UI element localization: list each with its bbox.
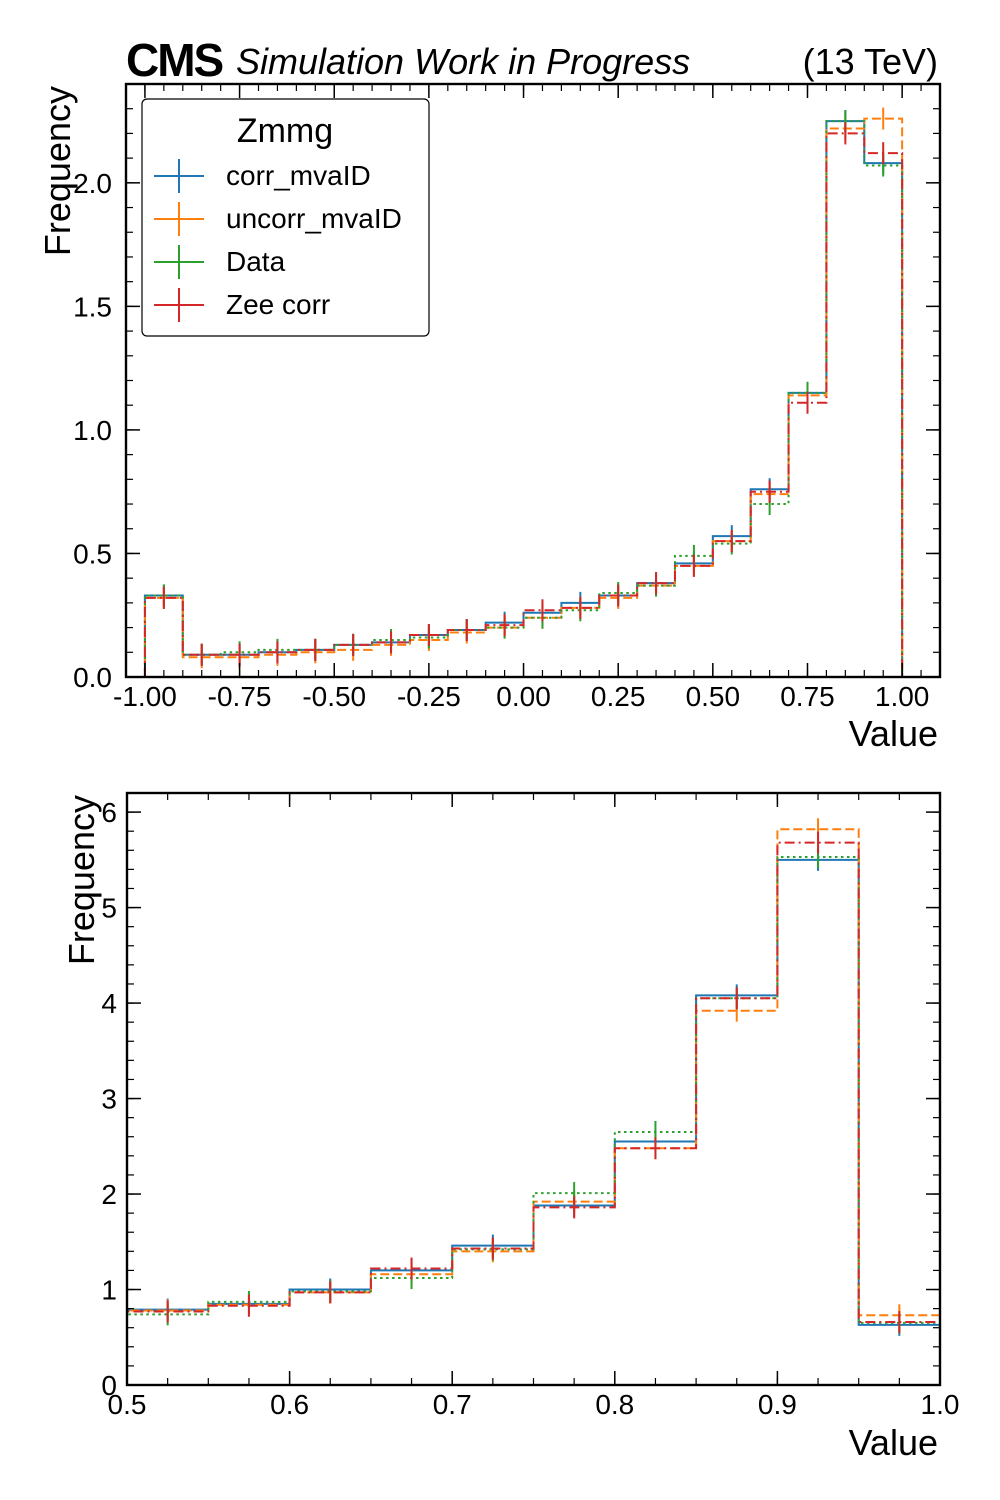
bottom-y-axis-label: Frequency <box>61 795 102 965</box>
legend-label-zee-corr: Zee corr <box>226 289 330 320</box>
bottom-histogram-panel: 0.5 0.6 0.7 0.8 0.9 1.0 0 1 2 3 4 5 6 Value Frequenc… <box>61 791 959 1463</box>
bottom-x-tick-label: 0.9 <box>758 1389 797 1420</box>
energy-label: (13 TeV) <box>803 41 938 82</box>
bottom-y-tick-label: 4 <box>101 988 117 1019</box>
bottom-x-tick-label: 0.6 <box>270 1389 309 1420</box>
bottom-y-tick-label: 1 <box>101 1275 117 1306</box>
top-histogram-panel: -1.00 -0.75 -0.50 -0.25 0.00 0.25 0.50 0.75 1.00… <box>37 82 942 754</box>
bottom-x-tick-label: 0.8 <box>595 1389 634 1420</box>
top-x-axis-label: Value <box>849 713 938 754</box>
top-x-tick-label: -1.00 <box>113 681 177 712</box>
top-x-tick-label: 0.50 <box>686 681 741 712</box>
legend-item-corr-mvaid: corr_mvaID <box>154 159 371 193</box>
top-plot-frame <box>124 82 942 679</box>
top-y-tick-label: 1.5 <box>73 291 112 322</box>
top-x-tick-label: 0.00 <box>496 681 551 712</box>
legend: Zmmg corr_mvaID uncorr_mvaID Data Zee co… <box>141 98 430 337</box>
top-y-axis-label: Frequency <box>37 86 78 256</box>
legend-box <box>141 98 430 337</box>
cms-label: CMS <box>126 34 223 86</box>
bottom-y-tick-label: 6 <box>101 797 117 828</box>
legend-label-corr-mvaid: corr_mvaID <box>226 160 371 191</box>
top-histogram-marks <box>143 107 904 677</box>
status-label: Simulation Work in Progress <box>236 41 690 82</box>
top-x-tick-label: -0.75 <box>208 681 272 712</box>
legend-label-uncorr-mvaid: uncorr_mvaID <box>226 203 402 234</box>
legend-label-data: Data <box>226 246 286 277</box>
bottom-axis-ticks: 0.5 0.6 0.7 0.8 0.9 1.0 0 1 2 3 4 5 6 <box>101 793 959 1420</box>
top-y-tick-label: 0.0 <box>73 662 112 693</box>
bottom-y-tick-label: 5 <box>101 893 117 924</box>
bottom-x-tick-label: 1.0 <box>921 1389 960 1420</box>
bottom-x-tick-label: 0.5 <box>108 1389 147 1420</box>
top-x-tick-label: 1.00 <box>875 681 930 712</box>
top-x-tick-label: 0.75 <box>780 681 835 712</box>
bottom-y-tick-label: 3 <box>101 1084 117 1115</box>
bottom-x-axis-label: Value <box>849 1422 938 1463</box>
bottom-y-tick-label: 0 <box>101 1370 117 1401</box>
bottom-x-tick-label: 0.7 <box>433 1389 472 1420</box>
top-x-tick-label: -0.25 <box>397 681 461 712</box>
bottom-y-tick-label: 2 <box>101 1179 117 1210</box>
top-y-tick-label: 1.0 <box>73 415 112 446</box>
top-y-tick-label: 2.0 <box>73 168 112 199</box>
legend-item-zee-corr: Zee corr <box>154 288 330 322</box>
top-x-tick-label: -0.50 <box>302 681 366 712</box>
legend-title: Zmmg <box>237 112 333 150</box>
bottom-histogram-marks <box>126 818 941 1385</box>
bottom-plot-frame <box>125 791 942 1387</box>
top-y-tick-label: 0.5 <box>73 538 112 569</box>
top-axis-ticks: -1.00 -0.75 -0.50 -0.25 0.00 0.25 0.50 0.75 1.00… <box>73 84 940 712</box>
top-x-tick-label: 0.25 <box>591 681 646 712</box>
legend-item-uncorr-mvaid: uncorr_mvaID <box>154 202 402 236</box>
legend-item-data: Data <box>154 245 286 279</box>
